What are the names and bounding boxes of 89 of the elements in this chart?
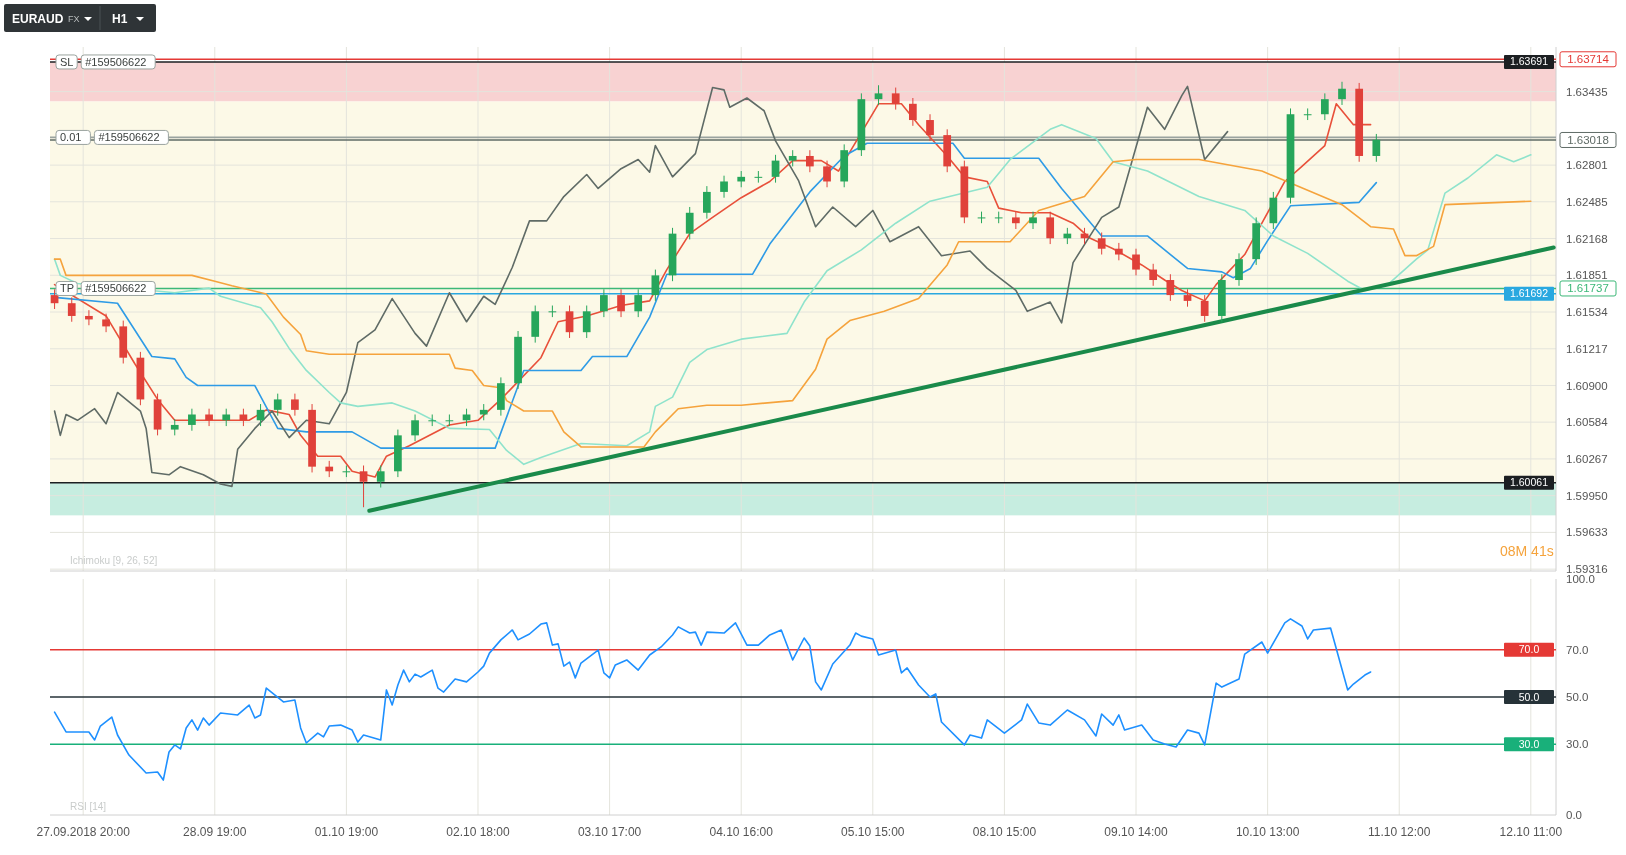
annotation: #159506622 <box>85 55 147 68</box>
annotation: SL <box>60 55 74 68</box>
candlestick <box>359 465 368 508</box>
candlestick <box>1235 252 1243 287</box>
candlestick <box>428 414 437 427</box>
candlestick <box>67 296 76 323</box>
candlestick <box>703 185 711 220</box>
x-tick-label: 03.10 17:00 <box>577 825 642 839</box>
candlestick <box>1011 211 1020 230</box>
x-tick-label: 28.09 19:00 <box>183 825 247 839</box>
y-tick-label: 1.61851 <box>1566 269 1608 282</box>
candlestick <box>874 84 883 106</box>
candlestick <box>651 269 660 302</box>
y-tick-label: 0.0 <box>1566 809 1582 821</box>
ref-line-label: 1.63018 <box>1567 133 1609 146</box>
candlestick <box>376 465 385 489</box>
candlestick <box>823 160 831 188</box>
x-tick-label: 02.10 18:00 <box>446 825 511 839</box>
y-tick-label: 1.59316 <box>1566 563 1608 576</box>
ref-line-label: 70.0 <box>1518 643 1540 656</box>
annotation: #159506622 <box>85 282 147 295</box>
annotation: 08M 41s <box>1500 543 1554 559</box>
chart-title: EURAUD <box>12 12 64 26</box>
x-tick-label: 04.10 16:00 <box>709 825 774 839</box>
candlestick <box>1303 107 1312 121</box>
ref-line-label: 50.0 <box>1518 690 1540 703</box>
y-tick-label: 100.0 <box>1566 573 1595 585</box>
candlestick <box>1320 92 1329 121</box>
y-tick-label: 1.62801 <box>1566 159 1608 172</box>
candlestick <box>188 408 196 432</box>
ref-line-label: 1.60061 <box>1510 476 1549 489</box>
annotation: #159506622 <box>98 131 160 144</box>
x-tick-label: 27.09.2018 20:00 <box>36 825 131 839</box>
y-tick-label: 1.61534 <box>1566 306 1609 319</box>
candlestick <box>617 288 625 318</box>
y-tick-label: 1.60267 <box>1566 452 1608 465</box>
x-tick-label: 10.10 13:00 <box>1235 825 1300 839</box>
candlestick <box>1097 231 1106 256</box>
line-series <box>53 618 1372 781</box>
y-tick-label: 1.62168 <box>1566 232 1608 245</box>
y-tick-label: 1.63435 <box>1566 85 1608 98</box>
y-tick-label: 70.0 <box>1566 643 1589 656</box>
candlestick <box>291 393 299 417</box>
candlestick <box>1372 133 1381 163</box>
annotation: 0.01 <box>60 131 82 144</box>
annotation: TP <box>60 282 75 295</box>
candlestick <box>1166 273 1175 302</box>
candlestick <box>1029 211 1037 230</box>
chart-subtitle: FX <box>68 14 80 24</box>
ref-line-label: 1.63714 <box>1567 53 1610 66</box>
candlestick <box>565 305 574 339</box>
candlestick <box>806 149 814 173</box>
candlestick <box>1200 294 1209 323</box>
y-tick-label: 1.61217 <box>1566 342 1608 355</box>
candlestick <box>634 288 643 318</box>
candlestick <box>582 305 591 339</box>
y-tick-label: 30.0 <box>1566 738 1589 751</box>
candlestick <box>1338 81 1346 106</box>
candlestick <box>685 206 694 240</box>
candlestick <box>1132 248 1140 276</box>
y-tick-label: 1.59950 <box>1566 489 1608 502</box>
candlestick <box>771 154 780 184</box>
candlestick <box>926 113 934 142</box>
candlestick <box>891 87 900 111</box>
ref-line-label: 1.63691 <box>1510 55 1549 68</box>
x-tick-label: 05.10 15:00 <box>841 825 905 839</box>
y-tick-label: 1.59633 <box>1566 526 1608 539</box>
candlestick <box>1046 211 1055 245</box>
candlestick <box>102 313 110 333</box>
x-tick-label: 08.10 15:00 <box>972 825 1037 839</box>
candlestick <box>411 414 419 442</box>
y-tick-label: 1.60900 <box>1566 379 1608 392</box>
ref-line-label: 1.61737 <box>1567 282 1609 295</box>
ref-line-label: 1.61692 <box>1510 287 1549 300</box>
x-tick-label: 12.10 11:00 <box>1499 825 1563 839</box>
candlestick <box>1149 263 1158 287</box>
candlestick <box>205 408 213 427</box>
x-tick-label: 09.10 14:00 <box>1104 825 1169 839</box>
y-tick-label: 1.62485 <box>1566 195 1608 208</box>
text: H1 <box>112 12 128 26</box>
ref-line-label: 30.0 <box>1518 737 1540 750</box>
candlestick <box>909 97 917 127</box>
y-tick-label: 1.60584 <box>1566 416 1609 429</box>
candlestick <box>600 288 608 318</box>
candlestick <box>273 393 282 417</box>
x-tick-label: 01.10 19:00 <box>314 825 379 839</box>
x-tick-label: 11.10 12:00 <box>1367 825 1431 839</box>
y-tick-label: 50.0 <box>1566 691 1589 703</box>
candlestick <box>720 175 728 199</box>
